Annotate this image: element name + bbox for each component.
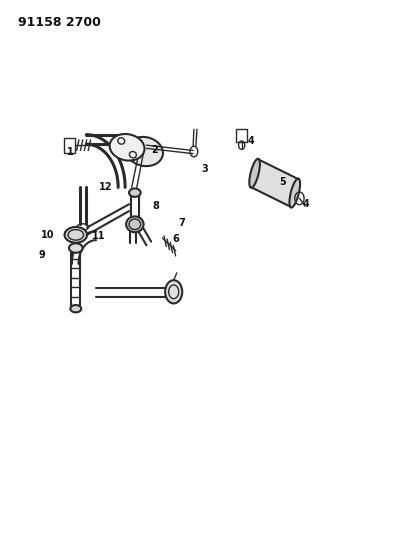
Text: 4: 4	[302, 199, 309, 209]
Ellipse shape	[249, 159, 260, 188]
Ellipse shape	[69, 243, 83, 253]
Text: 2: 2	[151, 146, 158, 156]
Text: 5: 5	[279, 177, 286, 187]
Bar	[64, 138, 75, 152]
Ellipse shape	[65, 227, 87, 243]
Text: 3: 3	[201, 164, 208, 174]
Ellipse shape	[290, 179, 300, 207]
Polygon shape	[251, 159, 299, 207]
Text: 12: 12	[99, 182, 112, 192]
Ellipse shape	[110, 134, 145, 160]
Text: 7: 7	[178, 218, 185, 228]
Bar	[236, 130, 247, 142]
Text: 1: 1	[67, 147, 74, 157]
Ellipse shape	[126, 216, 143, 232]
Circle shape	[165, 280, 182, 303]
Text: 4: 4	[248, 136, 255, 146]
Text: 9: 9	[38, 250, 45, 260]
Ellipse shape	[129, 189, 141, 197]
Ellipse shape	[71, 305, 81, 312]
Text: 11: 11	[92, 231, 106, 241]
Text: 10: 10	[41, 230, 54, 240]
Text: 6: 6	[172, 234, 179, 244]
Text: 8: 8	[153, 201, 160, 211]
Text: 91158 2700: 91158 2700	[18, 16, 101, 29]
Ellipse shape	[126, 137, 163, 166]
